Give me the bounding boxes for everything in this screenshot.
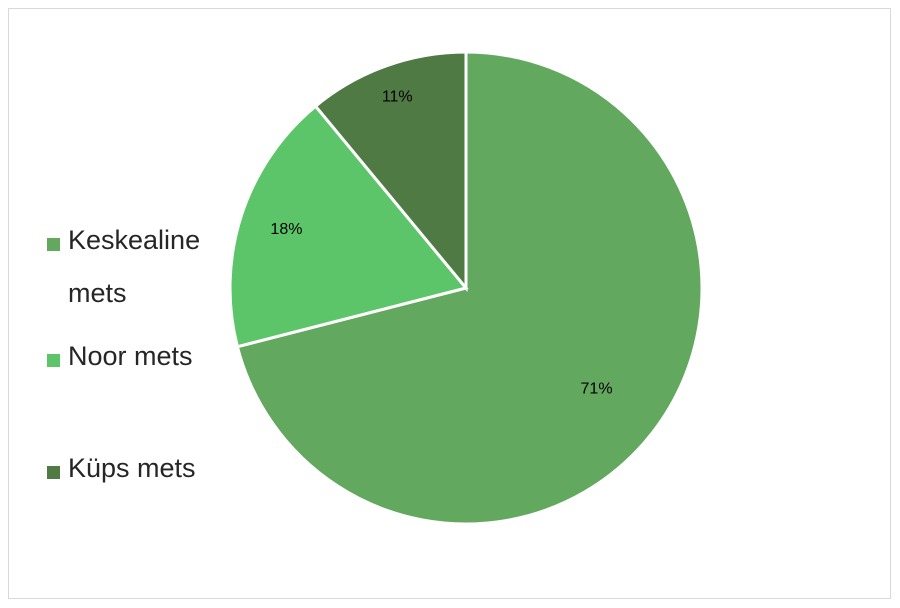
legend-item-keskealine-mets: Keskealine mets [47,225,238,320]
legend-swatch-kups-mets [47,466,60,479]
data-label-noor-mets: 18% [270,221,302,238]
legend-item-kups-mets: Küps mets [47,453,238,495]
data-label-keskealine-mets: 71% [581,380,613,397]
data-label-kups-mets: 11% [382,88,413,105]
pie-slice-noor-mets [228,104,469,349]
legend-swatch-keskealine-mets [47,238,60,251]
legend-label-keskealine-mets: Keskealine mets [68,225,201,308]
legend-swatch-noor-mets [47,354,60,367]
legend-item-noor-mets: Noor mets [47,341,238,383]
legend-label-noor-mets: Noor mets [68,341,193,371]
pie-slice-keskealine-mets [235,50,704,526]
legend-label-kups-mets: Küps mets [68,453,196,483]
pie-slice-kups-mets [313,50,468,293]
